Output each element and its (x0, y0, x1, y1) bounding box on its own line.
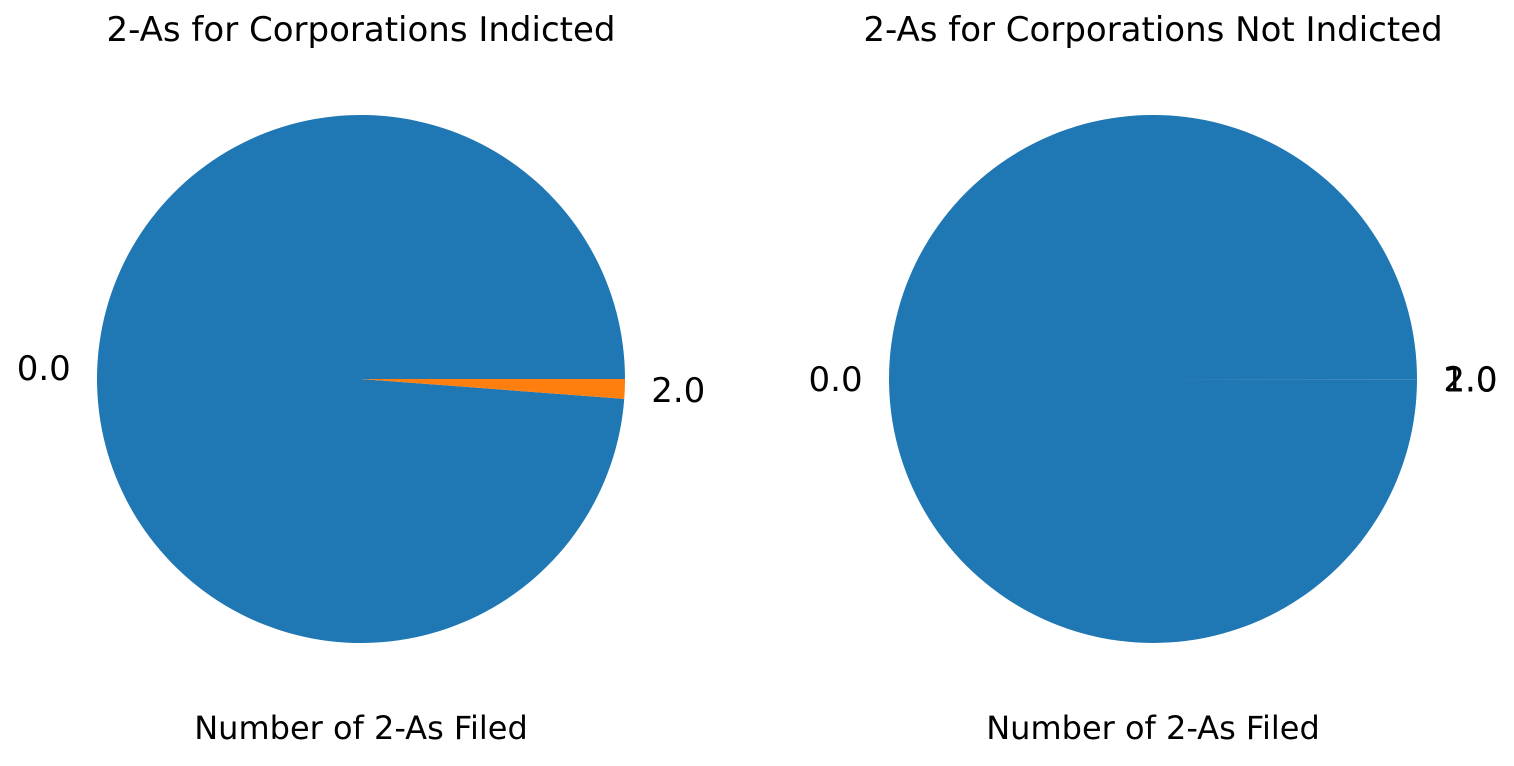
pie-slice-label: 0.0 (809, 360, 863, 400)
pie-wedges (889, 115, 1417, 643)
pie-wedges (97, 115, 625, 643)
pie-chart-indicted: 2-As for Corporations Indicted 0.0 2.0 Nu… (17, 10, 706, 747)
x-axis-label: Number of 2-As Filed (194, 709, 528, 747)
x-axis-label: Number of 2-As Filed (986, 709, 1320, 747)
chart-title: 2-As for Corporations Indicted (107, 10, 616, 50)
chart-title: 2-As for Corporations Not Indicted (863, 10, 1442, 50)
pie-slice-label: 0.0 (17, 349, 71, 389)
pie-slice-0-0 (889, 115, 1417, 643)
pie-slice-label: 2.0 (1443, 360, 1497, 400)
pie-slice-label: 2.0 (651, 371, 705, 411)
